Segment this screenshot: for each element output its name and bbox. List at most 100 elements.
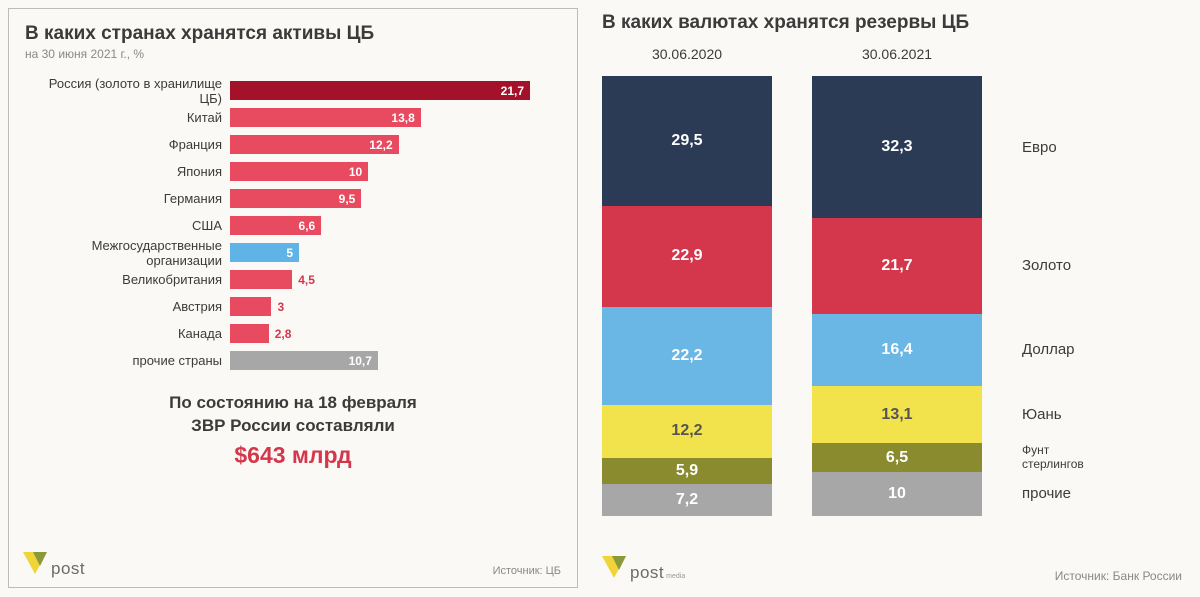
bar-track: 3	[230, 297, 561, 316]
bar-label: Россия (золото в хранилище ЦБ)	[25, 76, 230, 106]
summary-amount: $643 млрд	[25, 440, 561, 471]
bar-fill: 10	[230, 162, 368, 181]
bar-value: 21,7	[501, 84, 524, 98]
stacked-segment: 22,9	[602, 206, 772, 307]
bar-fill: 10,7	[230, 351, 378, 370]
bar-label: Франция	[25, 137, 230, 152]
bar-fill: 13,8	[230, 108, 421, 127]
bar-row: Германия 9,5	[25, 185, 561, 212]
stacked-segment: 21,7	[812, 218, 982, 313]
bar-row: Великобритания 4,5	[25, 266, 561, 293]
bar-fill: 21,7	[230, 81, 530, 100]
logo-text: post	[630, 563, 664, 583]
stacked-segment: 29,5	[602, 76, 772, 206]
bar-row: Россия (золото в хранилище ЦБ) 21,7	[25, 77, 561, 104]
bar-fill: 9,5	[230, 189, 361, 208]
legend-item: Доллар	[1022, 314, 1084, 386]
bar-row: Япония 10	[25, 158, 561, 185]
stacked-segment: 22,2	[602, 307, 772, 405]
bar-track: 4,5	[230, 270, 561, 289]
bar-label: Канада	[25, 326, 230, 341]
stacked-columns: 30.06.202029,522,922,212,25,97,230.06.20…	[602, 46, 1022, 516]
bar-fill	[230, 324, 269, 343]
bar-label: Япония	[25, 164, 230, 179]
stacked-segment: 7,2	[602, 484, 772, 516]
bar-row: прочие страны 10,7	[25, 347, 561, 374]
stacked-segment: 10	[812, 472, 982, 516]
bar-value: 2,8	[275, 327, 292, 341]
bar-value: 4,5	[298, 273, 315, 287]
bar-track: 13,8	[230, 108, 561, 127]
bar-value: 9,5	[339, 192, 356, 206]
countries-panel: В каких странах хранятся активы ЦБ на 30…	[8, 8, 578, 588]
left-title: В каких странах хранятся активы ЦБ	[25, 23, 561, 45]
bar-label: Китай	[25, 110, 230, 125]
bar-track: 21,7	[230, 81, 561, 100]
stacked-segment: 32,3	[812, 76, 982, 218]
bar-fill	[230, 297, 271, 316]
stacked-segment: 16,4	[812, 314, 982, 386]
bar-row: Канада 2,8	[25, 320, 561, 347]
left-source: Источник: ЦБ	[493, 565, 561, 577]
column-date: 30.06.2020	[602, 46, 772, 62]
bar-row: Китай 13,8	[25, 104, 561, 131]
legend-item: Золото	[1022, 218, 1084, 313]
bar-value: 3	[277, 300, 284, 314]
left-subtitle: на 30 июня 2021 г., %	[25, 47, 561, 61]
bar-row: Австрия3	[25, 293, 561, 320]
stacked-segment: 5,9	[602, 458, 772, 484]
logo-text: post	[51, 559, 85, 579]
bar-track: 9,5	[230, 189, 561, 208]
bar-fill: 12,2	[230, 135, 399, 154]
bar-track: 5	[230, 243, 561, 262]
bar-value: 12,2	[369, 138, 392, 152]
legend-item: Юань	[1022, 386, 1084, 444]
bar-fill: 5	[230, 243, 299, 262]
bar-track: 10,7	[230, 351, 561, 370]
logo-v-icon	[602, 556, 626, 578]
right-source: Источник: Банк России	[1055, 569, 1182, 583]
bar-value: 10	[349, 165, 362, 179]
bar-row: Франция 12,2	[25, 131, 561, 158]
stacked-column: 30.06.2020 29,522,922,212,25,97,2	[602, 46, 772, 516]
stacked-bar: 32,321,716,413,16,510	[812, 76, 982, 516]
bar-fill	[230, 270, 292, 289]
bar-value: 10,7	[349, 354, 372, 368]
bar-value: 5	[286, 246, 293, 260]
summary-line-1: По состоянию на 18 февраля	[25, 392, 561, 415]
horizontal-bar-chart: Россия (золото в хранилище ЦБ) 21,7 Китай 1…	[25, 77, 561, 374]
bar-track: 12,2	[230, 135, 561, 154]
summary-block: По состоянию на 18 февраля ЗВР России со…	[25, 392, 561, 471]
bar-track: 2,8	[230, 324, 561, 343]
stacked-segment: 6,5	[812, 443, 982, 472]
stacked-column: 30.06.2021 32,321,716,413,16,510	[812, 46, 982, 516]
bar-row: Межгосударственные организации 5	[25, 239, 561, 266]
bar-label: прочие страны	[25, 353, 230, 368]
bar-value: 6,6	[299, 219, 316, 233]
bar-label: Великобритания	[25, 272, 230, 287]
bar-track: 10	[230, 162, 561, 181]
column-date: 30.06.2021	[812, 46, 982, 62]
bar-fill: 6,6	[230, 216, 321, 235]
logo-v-icon	[23, 552, 47, 574]
bar-label: Межгосударственные организации	[25, 238, 230, 268]
vpost-logo: post	[23, 552, 85, 579]
legend-item: Евро	[1022, 76, 1084, 218]
currency-legend: ЕвроЗолотоДолларЮаньФунт стерлинговпрочи…	[1022, 46, 1084, 516]
stacked-bar: 29,522,922,212,25,97,2	[602, 76, 772, 516]
legend-item: прочие	[1022, 472, 1084, 516]
bar-label: США	[25, 218, 230, 233]
bar-value: 13,8	[391, 111, 414, 125]
bar-label: Германия	[25, 191, 230, 206]
vpost-logo-right: post media	[602, 556, 685, 583]
right-title: В каких валютах хранятся резервы ЦБ	[602, 12, 1184, 34]
bar-track: 6,6	[230, 216, 561, 235]
stacked-chart-wrap: 30.06.202029,522,922,212,25,97,230.06.20…	[602, 46, 1184, 516]
legend-item: Фунт стерлингов	[1022, 443, 1084, 472]
currencies-panel: В каких валютах хранятся резервы ЦБ 30.0…	[578, 0, 1200, 597]
stacked-segment: 12,2	[602, 405, 772, 459]
logo-sub: media	[666, 573, 685, 580]
summary-line-2: ЗВР России составляли	[25, 415, 561, 438]
bar-row: США 6,6	[25, 212, 561, 239]
stacked-segment: 13,1	[812, 386, 982, 444]
